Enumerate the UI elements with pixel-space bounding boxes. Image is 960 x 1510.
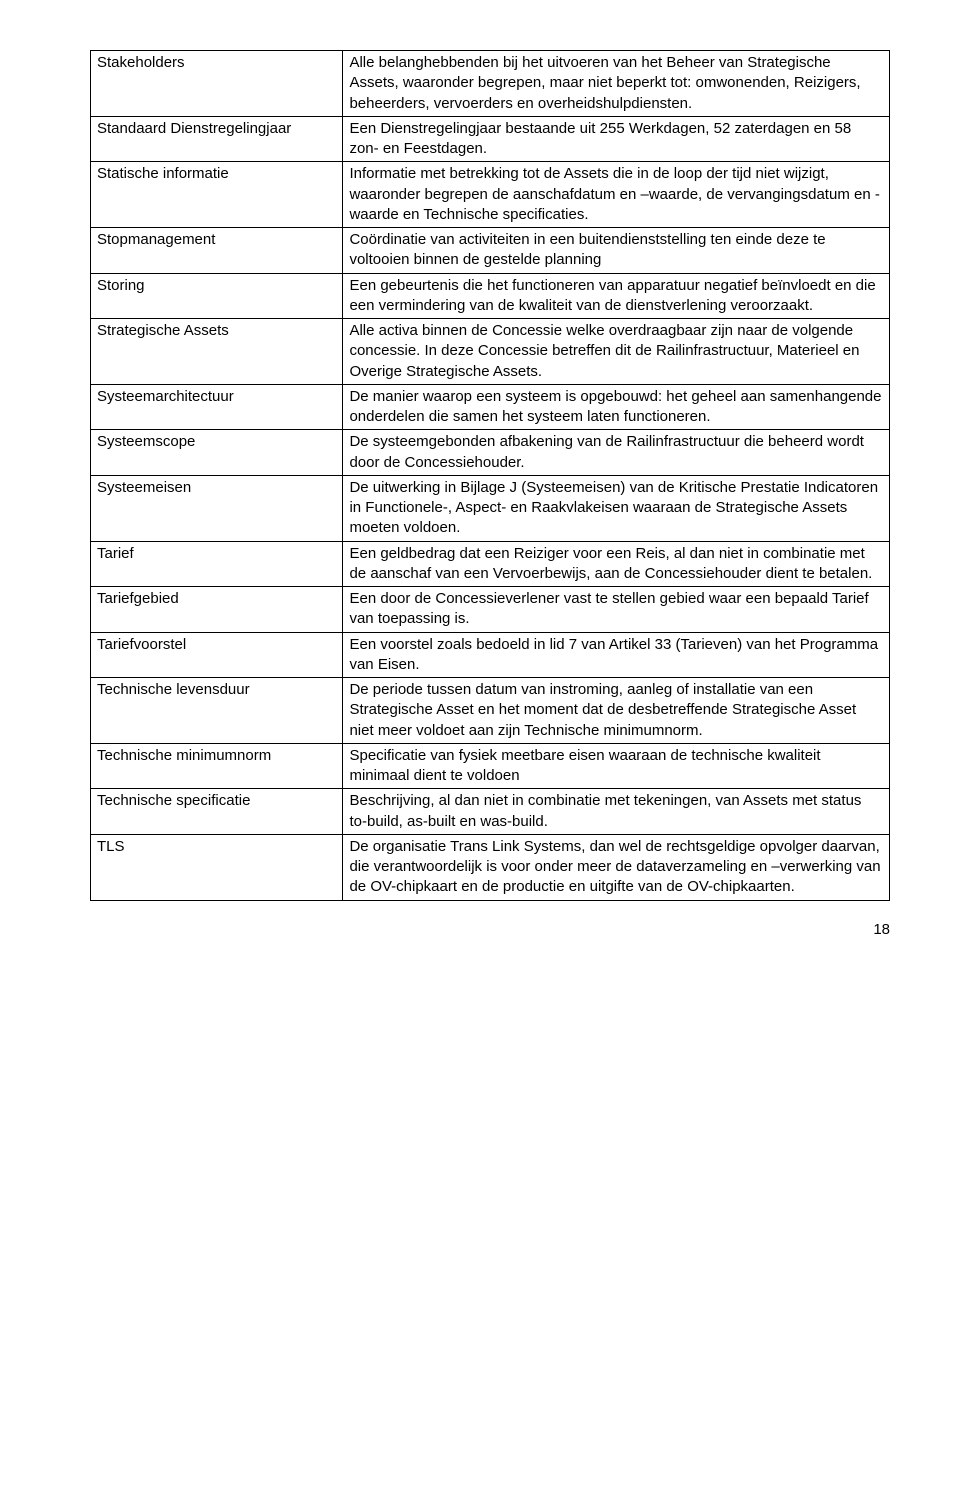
definition-cell: De manier waarop een systeem is opgebouw… [343, 384, 890, 430]
term-cell: Storing [91, 273, 343, 319]
table-row: SysteemscopeDe systeemgebonden afbakenin… [91, 430, 890, 476]
table-row: TariefEen geldbedrag dat een Reiziger vo… [91, 541, 890, 587]
table-row: StopmanagementCoördinatie van activiteit… [91, 228, 890, 274]
term-cell: Standaard Dienstregelingjaar [91, 116, 343, 162]
table-row: Technische minimumnormSpecificatie van f… [91, 743, 890, 789]
definition-cell: Een geldbedrag dat een Reiziger voor een… [343, 541, 890, 587]
table-row: TLSDe organisatie Trans Link Systems, da… [91, 834, 890, 900]
term-cell: Systeemarchitectuur [91, 384, 343, 430]
term-cell: Systeemeisen [91, 475, 343, 541]
definition-cell: Alle activa binnen de Concessie welke ov… [343, 319, 890, 385]
definition-cell: Een Dienstregelingjaar bestaande uit 255… [343, 116, 890, 162]
definition-cell: Een door de Concessieverlener vast te st… [343, 587, 890, 633]
table-row: Standaard DienstregelingjaarEen Dienstre… [91, 116, 890, 162]
term-cell: Technische minimumnorm [91, 743, 343, 789]
term-cell: TLS [91, 834, 343, 900]
term-cell: Statische informatie [91, 162, 343, 228]
term-cell: Strategische Assets [91, 319, 343, 385]
term-cell: Tarief [91, 541, 343, 587]
definitions-table: StakeholdersAlle belanghebbenden bij het… [90, 50, 890, 901]
document-page: StakeholdersAlle belanghebbenden bij het… [0, 0, 960, 978]
table-row: Strategische AssetsAlle activa binnen de… [91, 319, 890, 385]
term-cell: Stakeholders [91, 51, 343, 117]
definition-cell: Een voorstel zoals bedoeld in lid 7 van … [343, 632, 890, 678]
term-cell: Stopmanagement [91, 228, 343, 274]
term-cell: Tariefvoorstel [91, 632, 343, 678]
definition-cell: De systeemgebonden afbakening van de Rai… [343, 430, 890, 476]
table-row: SysteemeisenDe uitwerking in Bijlage J (… [91, 475, 890, 541]
definition-cell: De periode tussen datum van instroming, … [343, 678, 890, 744]
table-row: StakeholdersAlle belanghebbenden bij het… [91, 51, 890, 117]
term-cell: Systeemscope [91, 430, 343, 476]
table-row: Technische specificatieBeschrijving, al … [91, 789, 890, 835]
table-row: SysteemarchitectuurDe manier waarop een … [91, 384, 890, 430]
term-cell: Tariefgebied [91, 587, 343, 633]
definition-cell: Beschrijving, al dan niet in combinatie … [343, 789, 890, 835]
definition-cell: Coördinatie van activiteiten in een buit… [343, 228, 890, 274]
table-row: StoringEen gebeurtenis die het functione… [91, 273, 890, 319]
definitions-body: StakeholdersAlle belanghebbenden bij het… [91, 51, 890, 901]
term-cell: Technische levensduur [91, 678, 343, 744]
definition-cell: Informatie met betrekking tot de Assets … [343, 162, 890, 228]
term-cell: Technische specificatie [91, 789, 343, 835]
definition-cell: Een gebeurtenis die het functioneren van… [343, 273, 890, 319]
table-row: Technische levensduurDe periode tussen d… [91, 678, 890, 744]
table-row: TariefgebiedEen door de Concessieverlene… [91, 587, 890, 633]
definition-cell: Specificatie van fysiek meetbare eisen w… [343, 743, 890, 789]
table-row: TariefvoorstelEen voorstel zoals bedoeld… [91, 632, 890, 678]
definition-cell: De uitwerking in Bijlage J (Systeemeisen… [343, 475, 890, 541]
definition-cell: Alle belanghebbenden bij het uitvoeren v… [343, 51, 890, 117]
page-number: 18 [90, 921, 890, 938]
table-row: Statische informatieInformatie met betre… [91, 162, 890, 228]
definition-cell: De organisatie Trans Link Systems, dan w… [343, 834, 890, 900]
